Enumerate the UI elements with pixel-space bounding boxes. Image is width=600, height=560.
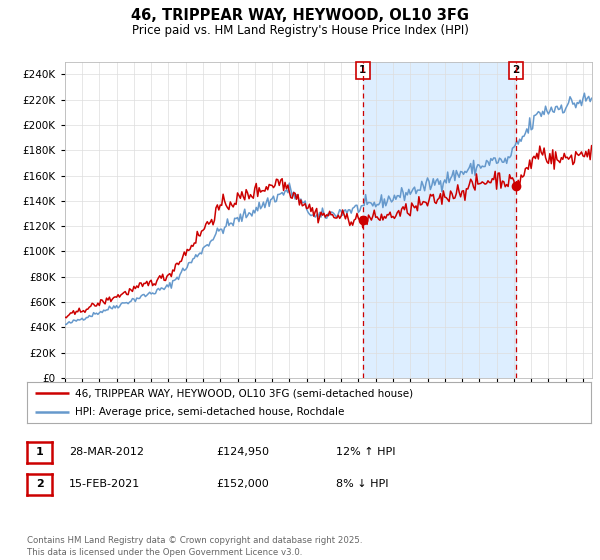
Text: 8% ↓ HPI: 8% ↓ HPI xyxy=(336,479,389,489)
Text: 1: 1 xyxy=(359,66,367,76)
Text: 46, TRIPPEAR WAY, HEYWOOD, OL10 3FG: 46, TRIPPEAR WAY, HEYWOOD, OL10 3FG xyxy=(131,8,469,24)
Text: 12% ↑ HPI: 12% ↑ HPI xyxy=(336,447,395,458)
Text: Price paid vs. HM Land Registry's House Price Index (HPI): Price paid vs. HM Land Registry's House … xyxy=(131,24,469,36)
Text: 1: 1 xyxy=(36,447,43,458)
Text: 15-FEB-2021: 15-FEB-2021 xyxy=(69,479,140,489)
Text: HPI: Average price, semi-detached house, Rochdale: HPI: Average price, semi-detached house,… xyxy=(75,407,344,417)
Text: 2: 2 xyxy=(36,479,43,489)
Text: 46, TRIPPEAR WAY, HEYWOOD, OL10 3FG (semi-detached house): 46, TRIPPEAR WAY, HEYWOOD, OL10 3FG (sem… xyxy=(75,389,413,398)
Text: Contains HM Land Registry data © Crown copyright and database right 2025.
This d: Contains HM Land Registry data © Crown c… xyxy=(27,536,362,557)
Text: £152,000: £152,000 xyxy=(216,479,269,489)
Text: 2: 2 xyxy=(512,66,520,76)
Text: £124,950: £124,950 xyxy=(216,447,269,458)
Bar xyxy=(363,62,516,378)
Text: 28-MAR-2012: 28-MAR-2012 xyxy=(69,447,144,458)
